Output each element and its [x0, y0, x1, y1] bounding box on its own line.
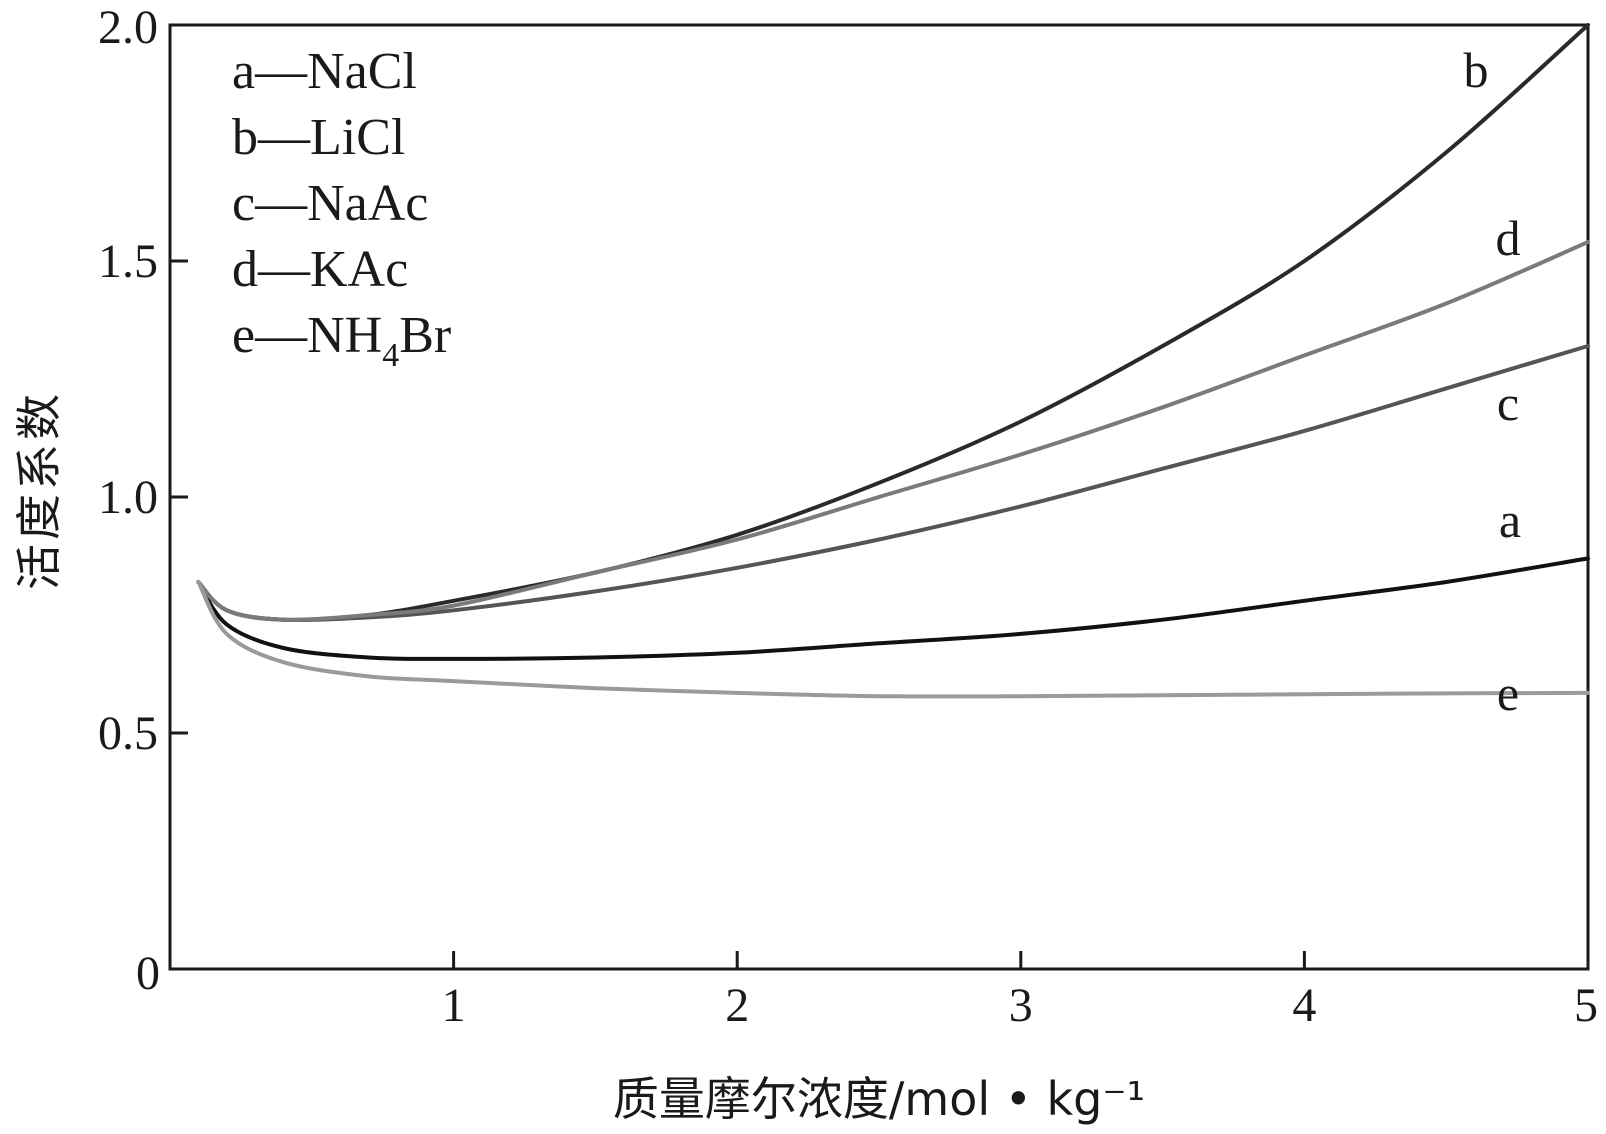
x-tick-label: 0: [136, 947, 160, 1000]
legend-item-e: e—NH4Br: [232, 307, 451, 374]
y-tick-label: 1.0: [98, 471, 158, 524]
x-tick-label: 3: [1009, 979, 1033, 1032]
curve-label-a: a: [1499, 492, 1521, 548]
curve-label-e: e: [1497, 665, 1519, 721]
x-tick-label: 1: [442, 979, 466, 1032]
curves: [196, 23, 1590, 699]
ticks: 0 1 2 3 4 5 0.5 1.0 1.5 2.0: [98, 1, 1598, 1032]
y-tick-label: 1.5: [98, 235, 158, 288]
curve-label-b: b: [1464, 42, 1489, 98]
legend-item-b: b—LiCl: [232, 109, 405, 166]
y-tick-label: 2.0: [98, 1, 158, 54]
legend-item-a: a—NaCl: [232, 43, 417, 100]
x-tick-label: 5: [1574, 979, 1598, 1032]
curve-label-c: c: [1497, 375, 1519, 431]
y-tick-label: 0.5: [98, 707, 158, 760]
curve-labels: a b c d e: [1464, 42, 1522, 721]
curve-label-d: d: [1496, 210, 1521, 266]
legend-item-c: c—NaAc: [232, 175, 428, 232]
legend-item-d: d—KAc: [232, 241, 408, 298]
curve-e: [196, 580, 1590, 699]
legend: a—NaCl b—LiCl c—NaAc d—KAc e—NH4Br: [232, 43, 451, 374]
curve-c: [196, 344, 1590, 623]
x-axis-title: 质量摩尔浓度/mol • kg⁻¹: [613, 1072, 1145, 1126]
x-tick-label: 4: [1292, 979, 1316, 1032]
curve-d: [196, 240, 1590, 622]
curve-a: [196, 556, 1590, 661]
x-tick-label: 2: [725, 979, 749, 1032]
y-axis-title: 活度系数: [12, 390, 66, 590]
